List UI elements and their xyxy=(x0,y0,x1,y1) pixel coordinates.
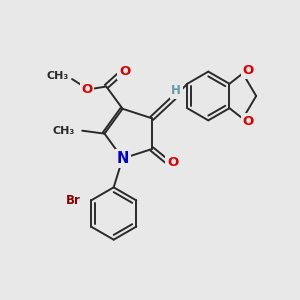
Text: N: N xyxy=(116,151,129,166)
Text: H: H xyxy=(171,84,181,98)
Text: O: O xyxy=(242,64,254,77)
Text: O: O xyxy=(242,115,254,128)
Text: CH₃: CH₃ xyxy=(47,71,69,81)
Text: O: O xyxy=(167,156,178,169)
Text: Br: Br xyxy=(66,194,81,207)
Text: O: O xyxy=(81,83,93,96)
Text: CH₃: CH₃ xyxy=(52,126,75,136)
Text: O: O xyxy=(119,65,130,78)
